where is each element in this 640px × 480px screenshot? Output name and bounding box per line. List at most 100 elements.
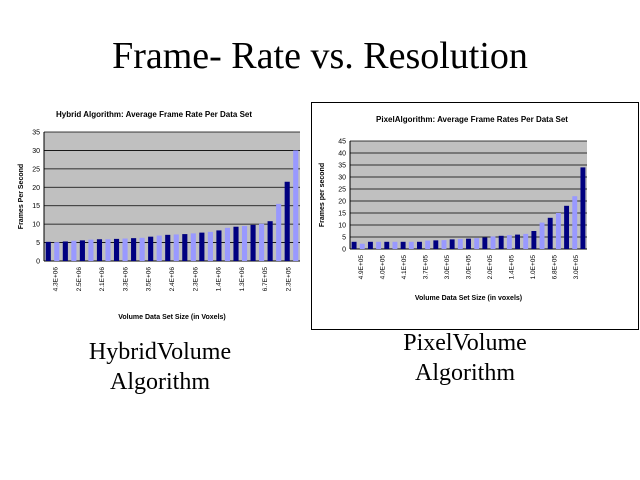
y-tick-label: 5 (36, 240, 40, 247)
x-axis-label: Volume Data Set Size (in voxels) (415, 295, 522, 302)
x-tick-label: 3.0E+05 (444, 255, 451, 280)
bar (259, 223, 265, 261)
hybrid-chart-svg: Hybrid Algorithm: Average Frame Rate Per… (18, 110, 300, 321)
y-tick-label: 15 (338, 211, 346, 218)
bar (165, 234, 171, 261)
bar (433, 240, 439, 249)
bar (408, 241, 414, 249)
x-tick-label: 3.3E+06 (122, 267, 129, 292)
bar (233, 226, 239, 261)
bar (466, 238, 471, 249)
bar (417, 241, 422, 249)
bar (515, 234, 520, 249)
bar (359, 243, 365, 249)
bar (367, 241, 373, 249)
hybrid-caption: HybridVolume Algorithm (40, 337, 280, 397)
chart-title: Hybrid Algorithm: Average Frame Rate Per… (56, 110, 252, 119)
chart-title: PixelAlgorithm: Average Frame Rates Per … (376, 115, 568, 124)
bar (284, 181, 290, 261)
bar (580, 167, 586, 249)
y-axis-label: Frames Per Second (18, 164, 25, 229)
y-axis-label: Frames per second (319, 163, 326, 227)
bar (79, 240, 85, 261)
x-tick-label: 1.0E+05 (530, 255, 537, 280)
bar (105, 239, 111, 261)
pixel-caption-line1: PixelVolume (403, 330, 527, 356)
x-axis-label: Volume Data Set Size (in Voxels) (118, 314, 226, 321)
x-tick-label: 3.0E+05 (466, 255, 473, 280)
bar (88, 239, 94, 261)
y-tick-label: 30 (338, 175, 346, 182)
hybrid-caption-line2: Algorithm (110, 369, 210, 395)
y-tick-label: 25 (338, 187, 346, 194)
hybrid-chart: Hybrid Algorithm: Average Frame Rate Per… (14, 100, 306, 326)
bar (113, 238, 120, 261)
bar (267, 221, 273, 261)
x-tick-label: 3.0E+05 (573, 255, 580, 280)
x-tick-label: 2.3E+06 (192, 267, 199, 292)
y-tick-label: 10 (32, 222, 40, 229)
x-tick-label: 2.4E+06 (169, 267, 176, 292)
hybrid-caption-line1: HybridVolume (88, 339, 232, 365)
y-tick-label: 40 (338, 151, 346, 158)
y-tick-label: 20 (32, 185, 40, 192)
bar (531, 231, 537, 249)
y-tick-label: 25 (32, 166, 40, 173)
y-tick-label: 0 (36, 259, 40, 266)
x-tick-label: 6.8E+05 (552, 255, 559, 280)
x-tick-label: 4.0E+05 (379, 255, 386, 280)
bar (96, 239, 103, 261)
x-tick-label: 4.3E+06 (53, 267, 60, 292)
x-tick-label: 2.5E+06 (76, 267, 83, 292)
y-tick-label: 5 (342, 235, 346, 242)
bar (173, 234, 179, 261)
pixel-chart-svg: PixelAlgorithm: Average Frame Rates Per … (319, 115, 587, 302)
bar (62, 241, 68, 261)
bar (148, 236, 154, 261)
bar (207, 231, 213, 261)
bar (490, 236, 496, 249)
y-tick-label: 35 (338, 163, 346, 170)
x-tick-label: 4.9E+05 (358, 255, 365, 280)
bar (351, 241, 357, 249)
bar (131, 238, 137, 261)
y-tick-label: 45 (338, 139, 346, 146)
bar (572, 196, 578, 249)
bar (441, 240, 447, 249)
bar (250, 224, 256, 261)
bar (400, 241, 406, 249)
y-tick-label: 20 (338, 199, 346, 206)
x-tick-label: 3.5E+06 (146, 267, 153, 292)
bar (482, 237, 488, 249)
pixel-caption: PixelVolume Algorithm (345, 328, 585, 388)
bar (384, 241, 390, 249)
bar (182, 234, 188, 261)
y-tick-label: 35 (32, 130, 40, 137)
x-tick-label: 2.0E+05 (487, 255, 494, 280)
bar (498, 235, 504, 249)
plot-area (350, 141, 587, 249)
x-tick-label: 2.3E+05 (285, 267, 292, 292)
x-tick-label: 6.7E+05 (262, 267, 269, 292)
bar (555, 213, 561, 249)
bar (276, 203, 282, 261)
bar (425, 240, 431, 249)
bar (71, 240, 77, 261)
bar (506, 235, 512, 249)
bar (474, 238, 480, 249)
bar (539, 222, 545, 249)
pixel-caption-line2: Algorithm (415, 360, 515, 386)
bar (457, 238, 463, 249)
x-tick-label: 1.4E+06 (216, 267, 223, 292)
y-tick-label: 0 (342, 247, 346, 254)
bar (139, 237, 145, 261)
x-tick-label: 1.3E+06 (239, 267, 246, 292)
bar (190, 233, 196, 261)
bar (156, 235, 162, 261)
bar (293, 150, 299, 261)
plot-area (44, 132, 300, 261)
bar (122, 238, 128, 261)
bar (54, 242, 60, 261)
y-tick-label: 30 (32, 148, 40, 155)
bar (376, 241, 382, 249)
